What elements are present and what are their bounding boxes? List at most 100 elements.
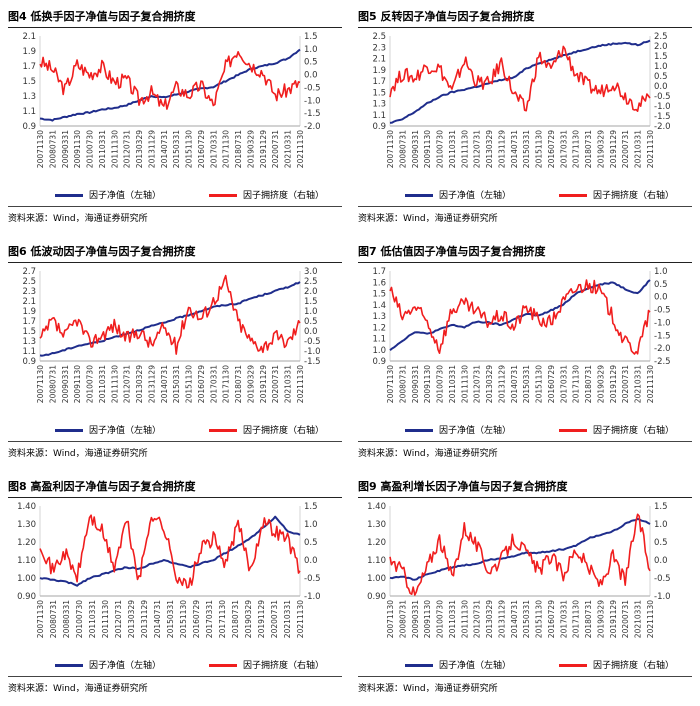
right-tick-label: -0.5 (654, 92, 671, 102)
source-note: 资料来源：Wind，海通证券研究所 (8, 214, 148, 224)
right-tick-label: -1.0 (654, 592, 671, 602)
left-tick-label: 0.9 (372, 357, 386, 367)
right-tick-label: 3.0 (304, 267, 318, 277)
x-tick-label: 20180731 (584, 365, 593, 403)
title-rule (8, 497, 342, 498)
left-tick-label: 1.30 (17, 520, 36, 530)
x-tick-label: 20120731 (114, 600, 123, 638)
x-tick-label: 20211130 (296, 130, 305, 168)
x-tick-label: 20210331 (634, 600, 643, 638)
chart-title: 图6 低波动因子净值与因子复合拥挤度 (8, 245, 196, 258)
left-tick-label: 1.3 (372, 312, 386, 322)
legend-label: 因子拥挤度（右轴） (243, 426, 325, 436)
title-rule (358, 262, 692, 263)
x-tick-label: 20120731 (473, 130, 482, 168)
x-tick-label: 20120731 (123, 130, 132, 168)
x-tick-label: 20091130 (73, 365, 82, 403)
x-tick-label: 20200731 (271, 130, 280, 168)
x-tick-label: 20140731 (510, 600, 519, 638)
right-tick-label: -1.0 (304, 96, 321, 106)
right-tick-label: -1.0 (654, 318, 671, 328)
legend-item: 因子拥挤度（右轴） (559, 423, 674, 436)
x-tick-label: 20150331 (172, 365, 181, 403)
x-tick-label: 20130329 (485, 130, 494, 168)
chart-panel: 图6 低波动因子净值与因子复合拥挤度 0.9 1.1 1.3 1.5 1.7 1.9 2.1 2… (0, 235, 350, 470)
x-tick-label: 20160729 (547, 365, 556, 403)
left-tick-label: 1.3 (22, 92, 36, 102)
left-tick-label: 2.7 (22, 267, 36, 277)
crowding-line (39, 514, 301, 589)
legend-label: 因子净值（左轴） (89, 191, 162, 201)
left-tick-label: 1.10 (17, 556, 36, 566)
legend-item: 因子净值（左轴） (405, 188, 511, 201)
x-tick-label: 20110331 (448, 600, 457, 638)
line-chart: 0.90 1.00 1.10 1.20 1.30 1.40 -1.0 -0.5 0.0 0.5 1.… (17, 502, 321, 638)
x-tick-label: 20131129 (497, 365, 506, 403)
x-tick-label: 20150331 (522, 600, 531, 638)
legend-label: 因子净值（左轴） (439, 661, 512, 671)
right-tick-label: -2.0 (304, 122, 321, 132)
chart-panel: 图8 高盈利因子净值与因子复合拥挤度 0.90 1.00 1.10 1.20 1.30 1.… (0, 470, 350, 705)
x-tick-label: 20080731 (48, 130, 57, 168)
x-tick-label: 20110331 (98, 130, 107, 168)
factor-nav-line (389, 517, 651, 581)
left-tick-label: 1.2 (372, 323, 386, 333)
x-tick-label: 20170331 (559, 600, 568, 638)
x-tick-label: 20110331 (448, 365, 457, 403)
factor-nav-line (39, 281, 301, 357)
x-tick-label: 20130329 (485, 365, 494, 403)
left-tick-label: 1.30 (367, 520, 386, 530)
x-tick-label: 20190329 (596, 365, 605, 403)
title-rule (8, 262, 342, 263)
left-tick-label: 1.1 (22, 107, 36, 117)
chart-panel: 图4 低换手因子净值与因子复合拥挤度 0.9 1.1 1.3 1.5 1.7 1.9 2.1 -… (0, 0, 350, 235)
x-tick-label: 20130329 (127, 600, 136, 638)
x-tick-label: 20080331 (62, 600, 71, 638)
x-tick-label: 20071130 (386, 365, 395, 403)
x-tick-label: 20100730 (86, 130, 95, 168)
chart-title: 图7 低估值因子净值与因子复合拥挤度 (358, 245, 546, 258)
title-rule (8, 27, 342, 28)
x-tick-label: 20080731 (398, 600, 407, 638)
x-tick-label: 20170331 (209, 365, 218, 403)
right-tick-label: 0.5 (654, 280, 668, 290)
legend-swatch (559, 664, 588, 667)
right-tick-label: 0.5 (304, 58, 318, 68)
right-tick-label: 0.0 (654, 293, 668, 303)
crowding-line (389, 45, 651, 112)
right-tick-label: -1.0 (304, 347, 321, 357)
right-tick-label: -0.5 (654, 306, 671, 316)
x-tick-label: 20091130 (73, 130, 82, 168)
x-tick-label: 20211130 (296, 600, 305, 638)
x-tick-label: 20191129 (609, 600, 618, 638)
x-tick-label: 20150331 (172, 130, 181, 168)
x-tick-label: 20131129 (140, 600, 149, 638)
x-tick-label: 20071130 (386, 130, 395, 168)
x-tick-label: 20071130 (386, 600, 395, 638)
x-tick-label: 20130329 (135, 365, 144, 403)
x-tick-label: 20211130 (646, 600, 655, 638)
x-tick-label: 20111130 (110, 130, 119, 168)
x-tick-label: 20160729 (192, 600, 201, 638)
right-tick-label: 2.5 (654, 32, 668, 42)
x-tick-label: 20200731 (621, 600, 630, 638)
factor-nav-line (39, 515, 301, 587)
x-tick-label: 20171130 (572, 600, 581, 638)
x-tick-label: 20080731 (398, 365, 407, 403)
x-tick-label: 20120731 (473, 600, 482, 638)
x-tick-label: 20080731 (49, 600, 58, 638)
left-tick-label: 0.90 (17, 592, 36, 602)
x-tick-label: 20071130 (36, 130, 45, 168)
x-tick-label: 20180731 (231, 600, 240, 638)
x-tick-label: 20211130 (296, 365, 305, 403)
x-tick-label: 20160729 (197, 130, 206, 168)
chart-legend: 因子净值（左轴） 因子拥挤度（右轴） (405, 188, 700, 201)
left-tick-label: 1.9 (372, 66, 386, 76)
left-tick-label: 1.7 (22, 317, 36, 327)
right-tick-label: -2.0 (654, 122, 671, 132)
legend-label: 因子拥挤度（右轴） (593, 426, 675, 436)
x-tick-label: 20210331 (284, 130, 293, 168)
footer-rule (8, 676, 342, 677)
crowding-line (39, 274, 301, 355)
legend-swatch (55, 429, 83, 432)
